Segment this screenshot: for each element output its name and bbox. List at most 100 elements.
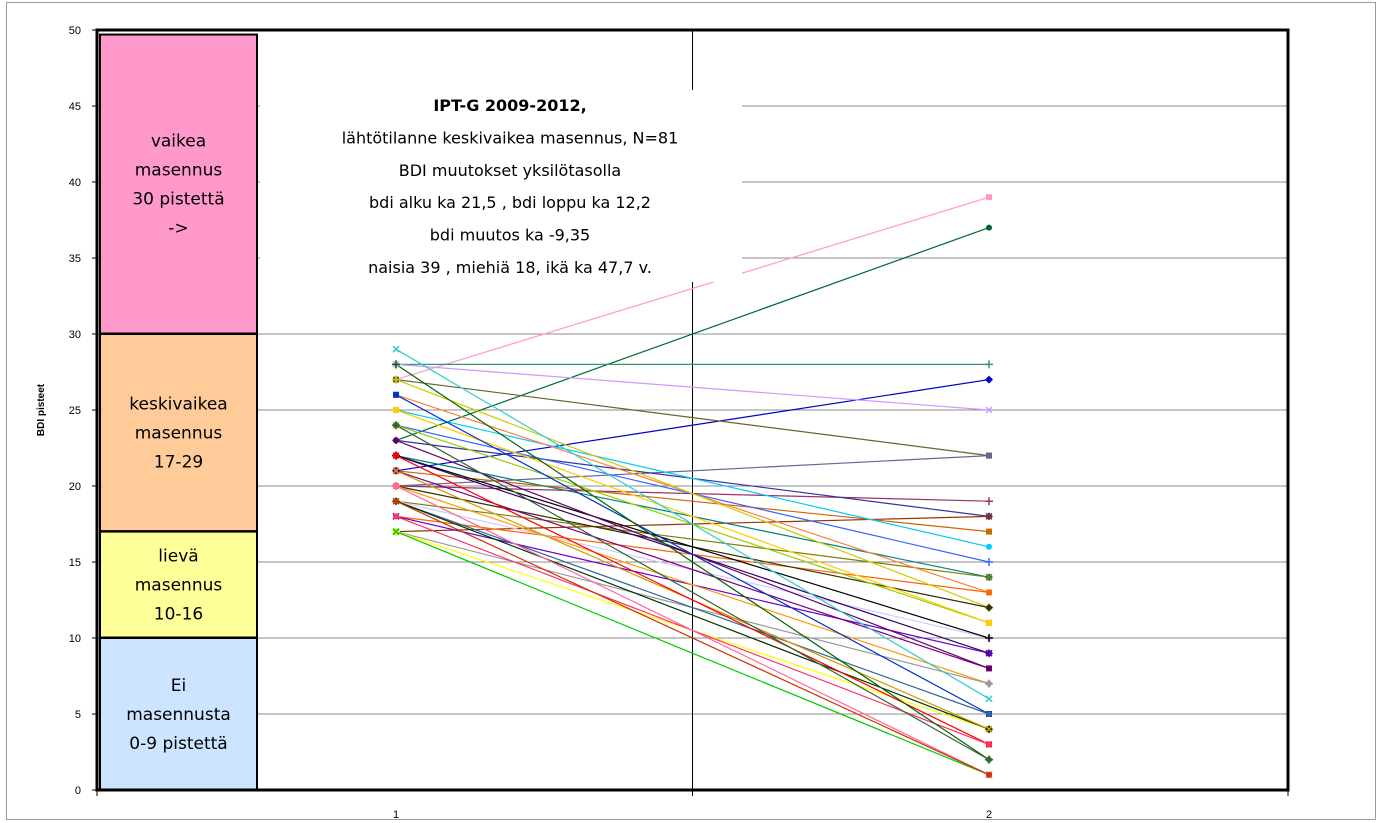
data-point [986,711,992,717]
annotation-line: naisia 39 , miehiä 18, ikä ka 47,7 v. [368,258,652,277]
annotation-box: IPT-G 2009-2012, lähtötilanne keskivaikea… [260,90,742,282]
severity-band-label: keskivaikea [129,395,227,415]
data-point [985,497,993,506]
severity-band-label: masennus [135,424,223,444]
series-line [395,363,990,761]
severity-band-label: 0-9 pistettä [129,734,227,754]
severity-bands: vaikea masennus 30 pistettä -> keskivaikea ma… [99,33,258,791]
series-line [395,379,990,472]
y-tick-label: 45 [69,101,81,113]
data-point [986,619,992,626]
y-tick-label: 40 [69,177,81,189]
series-line [395,379,990,609]
data-point [392,375,400,384]
severity-band-label: 10-16 [154,605,203,625]
data-point [985,603,993,612]
series-line [395,455,990,745]
series-line [395,485,990,776]
data-point [986,771,992,778]
series-line [395,409,990,624]
data-point [392,421,400,430]
data-point [986,194,992,201]
y-tick-label: 5 [75,709,81,721]
annotation-line: bdi muutos ka -9,35 [430,226,590,245]
severity-band [99,33,258,335]
x-tick-label: 2 [986,809,992,821]
data-point [986,543,992,550]
annotation-background [260,90,742,282]
series-line [395,196,990,381]
series-line [395,409,990,548]
severity-band-label: 30 pistettä [132,190,224,210]
data-point [393,437,399,444]
series-markers [392,194,993,779]
data-point [985,679,993,688]
series-line [395,455,990,639]
y-tick-label: 50 [69,25,81,37]
annotation-title: IPT-G 2009-2012, [433,96,586,115]
y-tick-label: 25 [69,405,81,417]
data-point [393,483,399,489]
annotation-line: BDI muutokset yksilötasolla [399,161,621,180]
data-point [986,224,992,231]
y-tick-label: 20 [69,481,81,493]
data-point [393,513,399,520]
y-tick-label: 30 [69,329,81,341]
data-point [393,452,399,459]
y-axis-label: BDI pisteet [36,383,47,436]
severity-band-label: Ei [171,676,186,696]
data-point [985,406,993,414]
y-tick-label: 35 [69,253,81,265]
y-tick-label: 0 [75,785,81,797]
y-tick-label: 10 [69,633,81,645]
data-point [392,360,400,369]
series-lines [395,196,990,776]
data-point [985,649,993,657]
data-point [985,634,993,642]
data-point [986,665,992,672]
series-line [395,348,990,700]
y-axis-ticks: 0 5 10 15 20 25 30 35 40 45 50 [69,25,97,797]
series-line [395,500,990,730]
annotation-line: bdi alku ka 21,5 , bdi loppu ka 12,2 [369,193,651,212]
data-point [393,498,399,505]
severity-band [99,637,258,791]
data-point [392,528,400,536]
severity-band-label: -> [168,219,188,239]
severity-band-label: vaikea [151,132,206,152]
data-point [986,589,992,596]
data-point [393,391,399,398]
series-line [395,531,990,776]
data-point [985,360,993,369]
annotation-line: lähtötilanne keskivaikea masennus, N=81 [342,128,679,147]
series-line [395,485,990,685]
y-tick-label: 15 [69,557,81,569]
series-line [395,424,990,761]
data-point [986,452,992,459]
series-line [395,500,990,776]
severity-band-label: masennusta [126,705,231,725]
severity-band-label: lievä [158,547,198,567]
data-point [985,512,993,520]
severity-band-label: masennus [135,576,223,596]
severity-band-label: masennus [135,161,223,181]
series-line [395,500,990,715]
series-line [395,227,990,441]
data-point [985,755,993,764]
data-point [985,573,993,581]
data-point [985,695,993,703]
chart-frame [6,2,1376,820]
series-line [395,363,990,411]
data-point [985,558,993,566]
series-line [395,379,990,457]
data-point [985,375,993,384]
data-point [392,467,400,475]
data-point [985,725,993,733]
x-tick-label: 1 [393,809,399,821]
severity-band [99,333,258,533]
data-point [986,741,992,748]
data-point [986,528,992,535]
data-point [392,345,400,353]
